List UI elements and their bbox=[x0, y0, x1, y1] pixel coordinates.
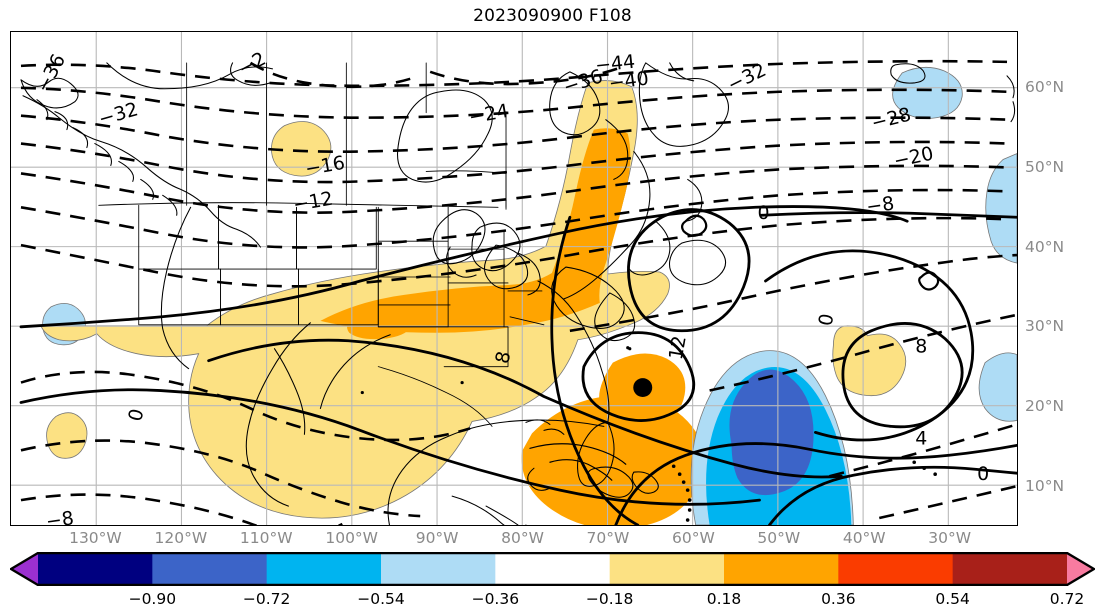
svg-text:−24: −24 bbox=[467, 100, 510, 129]
svg-text:8: 8 bbox=[915, 336, 927, 358]
lat-tick-label: 50°N bbox=[1025, 157, 1065, 176]
lon-tick-label: 130°W bbox=[69, 529, 122, 547]
colorbar-band bbox=[266, 553, 382, 585]
lon-tick-label: 40°W bbox=[842, 529, 886, 547]
lat-tick-label: 40°N bbox=[1025, 237, 1065, 256]
contour-label-neg32-east: −32 bbox=[724, 59, 770, 96]
lon-tick-label: 100°W bbox=[325, 529, 379, 547]
map-plot-area: −36 −32 −2 −44 −40 −36 −32 −28 −24 −20 −… bbox=[10, 31, 1018, 526]
contour-label-zero-lowright: 0 bbox=[977, 463, 989, 485]
map-canvas: −36 −32 −2 −44 −40 −36 −32 −28 −24 −20 −… bbox=[11, 32, 1017, 525]
colorbar-band bbox=[724, 553, 839, 585]
svg-text:−28: −28 bbox=[869, 103, 913, 134]
svg-text:−40: −40 bbox=[607, 67, 650, 94]
colorbar-canvas bbox=[10, 552, 1095, 586]
lon-tick-label: 70°W bbox=[586, 529, 630, 547]
shade-negative-patch-ne bbox=[892, 66, 963, 119]
shade-positive-patch-sw bbox=[46, 412, 88, 459]
shade-negative-patch-east bbox=[985, 153, 1017, 264]
lon-tick-label: 110°W bbox=[239, 529, 293, 547]
svg-text:0: 0 bbox=[124, 407, 148, 424]
shade-negative-core bbox=[729, 369, 814, 496]
page-title: 2023090900 F108 bbox=[473, 6, 632, 26]
svg-text:−32: −32 bbox=[96, 98, 141, 130]
svg-text:−4: −4 bbox=[1003, 520, 1017, 525]
lat-tick-label: 20°N bbox=[1025, 397, 1065, 416]
contour-label-neg20: −20 bbox=[892, 143, 936, 173]
colorbar-tick-label: −0.90 bbox=[128, 590, 177, 608]
colorbar-tick-label: −0.72 bbox=[242, 590, 291, 608]
colorbar-outline bbox=[10, 552, 1095, 586]
colorbar-tick-label: −0.18 bbox=[585, 590, 634, 608]
contour-label-neg2-top: −2 bbox=[235, 48, 270, 80]
contour-label-4-right: 4 bbox=[915, 427, 927, 449]
colorbar-extend-max bbox=[1067, 553, 1094, 585]
svg-text:−2: −2 bbox=[235, 48, 270, 80]
lon-tick-label: 60°W bbox=[671, 529, 715, 547]
svg-text:0: 0 bbox=[977, 463, 989, 485]
shade-negative-patch-far-east bbox=[978, 352, 1017, 422]
svg-text:−36: −36 bbox=[32, 51, 70, 97]
contour-label-neg8-west: −8 bbox=[45, 507, 76, 525]
negative-contours bbox=[20, 59, 1017, 525]
lon-tick-label: 90°W bbox=[415, 529, 459, 547]
map-coastlines bbox=[20, 62, 1016, 525]
colorbar-tick-label: 0.72 bbox=[1049, 590, 1085, 608]
svg-text:−8: −8 bbox=[45, 507, 76, 525]
colorbar-tick-label: 0.18 bbox=[706, 590, 742, 608]
contour-label-neg8-east: −8 bbox=[865, 193, 896, 219]
contour-label-8-center: 8 bbox=[491, 349, 515, 365]
colorbar-bands bbox=[11, 553, 1094, 585]
svg-text:−44: −44 bbox=[594, 51, 636, 77]
lon-tick-label: 50°W bbox=[757, 529, 801, 547]
colorbar-band bbox=[152, 553, 268, 585]
colorbar-tick-label: 0.54 bbox=[935, 590, 970, 608]
lat-tick-label: 30°N bbox=[1025, 317, 1065, 336]
lon-tick-label: 30°W bbox=[928, 529, 972, 547]
contour-label-12: 12 bbox=[665, 334, 691, 362]
colorbar-tick-label: −0.54 bbox=[357, 590, 405, 608]
contour-label-neg36: −36 bbox=[32, 51, 70, 97]
colorbar-extend-min bbox=[11, 553, 38, 585]
storm-center-marker bbox=[633, 378, 653, 398]
svg-text:8: 8 bbox=[491, 349, 515, 365]
lon-tick-label: 120°W bbox=[154, 529, 208, 547]
colorbar-band bbox=[495, 553, 611, 585]
colorbar-band bbox=[838, 553, 954, 585]
contour-label-8-right: 8 bbox=[915, 336, 927, 358]
colorbar-band bbox=[952, 553, 1068, 585]
colorbar-tick-label: −0.36 bbox=[471, 590, 520, 608]
svg-text:−8: −8 bbox=[865, 193, 896, 219]
colorbar-tick-label: 0.36 bbox=[821, 590, 856, 608]
contour-label-zero-west: 0 bbox=[124, 407, 148, 424]
colorbar-band bbox=[609, 553, 725, 585]
contour-label-neg4-east: −4 bbox=[1003, 520, 1017, 525]
colorbar-band bbox=[381, 553, 496, 585]
svg-text:12: 12 bbox=[665, 334, 691, 362]
lat-tick-label: 10°N bbox=[1025, 477, 1065, 496]
svg-text:0: 0 bbox=[815, 312, 839, 328]
contour-label-zero-top: 0 bbox=[758, 202, 770, 224]
svg-text:−32: −32 bbox=[724, 59, 770, 96]
svg-text:−20: −20 bbox=[892, 143, 936, 173]
contour-label-neg44: −44 bbox=[594, 51, 636, 77]
colorbar[interactable] bbox=[10, 552, 1095, 586]
svg-text:4: 4 bbox=[915, 427, 927, 449]
colorbar-band bbox=[38, 553, 153, 585]
contour-label-neg28: −28 bbox=[869, 103, 913, 134]
contour-label-neg40: −40 bbox=[607, 67, 650, 94]
lon-tick-label: 80°W bbox=[501, 529, 544, 547]
lat-tick-label: 60°N bbox=[1025, 77, 1065, 96]
contour-label-neg24: −24 bbox=[467, 100, 510, 129]
contour-label-zero-loop: 0 bbox=[815, 312, 839, 328]
contour-label-neg32-west: −32 bbox=[96, 98, 141, 130]
svg-text:0: 0 bbox=[758, 202, 770, 224]
positive-contours bbox=[19, 205, 1017, 525]
